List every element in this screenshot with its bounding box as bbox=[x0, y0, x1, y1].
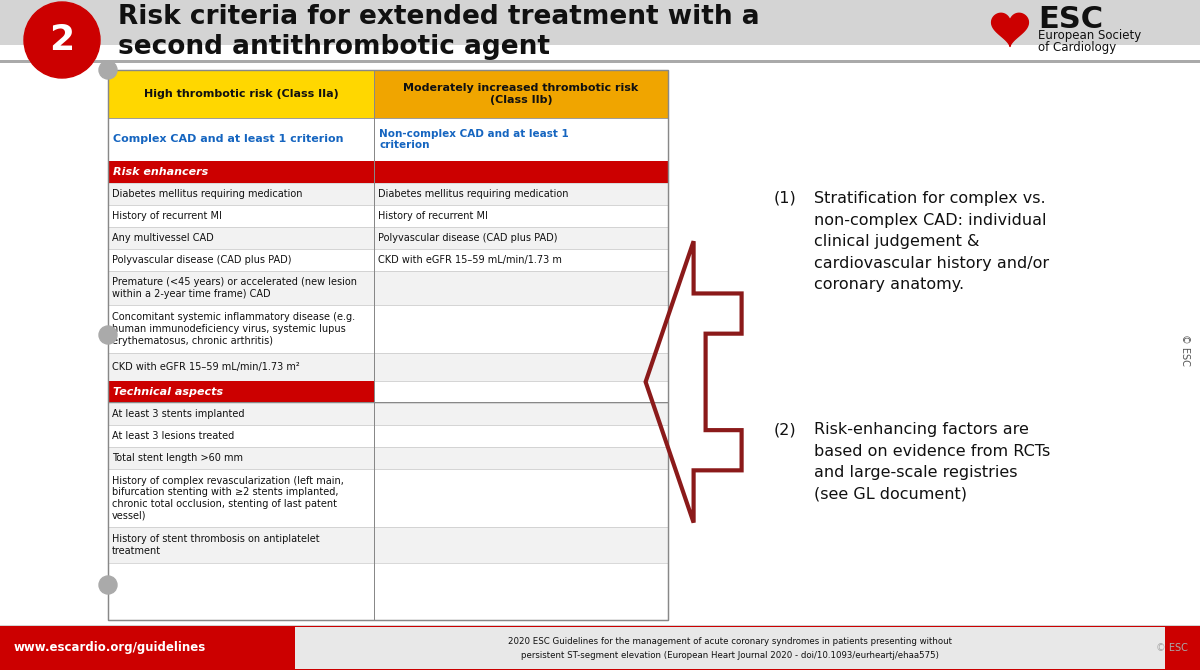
Text: Total stent length >60 mm: Total stent length >60 mm bbox=[112, 453, 242, 463]
Text: 2: 2 bbox=[49, 23, 74, 57]
Bar bbox=[0, 60, 1200, 63]
Polygon shape bbox=[991, 13, 1028, 46]
Bar bbox=[108, 403, 668, 425]
Text: second antithrombotic agent: second antithrombotic agent bbox=[118, 34, 550, 60]
Circle shape bbox=[98, 576, 118, 594]
Text: Risk-enhancing factors are
based on evidence from RCTs
and large-scale registrie: Risk-enhancing factors are based on evid… bbox=[814, 422, 1050, 502]
Bar bbox=[108, 425, 668, 447]
Text: Diabetes mellitus requiring medication: Diabetes mellitus requiring medication bbox=[112, 189, 302, 199]
Bar bbox=[108, 527, 668, 563]
Bar bbox=[295, 627, 1165, 669]
Bar bbox=[0, 626, 1200, 670]
Text: At least 3 lesions treated: At least 3 lesions treated bbox=[112, 431, 234, 441]
Text: persistent ST-segment elevation (European Heart Journal 2020 - doi/10.1093/eurhe: persistent ST-segment elevation (Europea… bbox=[521, 651, 938, 661]
Text: History of complex revascularization (left main,
bifurcation stenting with ≥2 st: History of complex revascularization (le… bbox=[112, 476, 344, 521]
Bar bbox=[108, 402, 668, 403]
Bar bbox=[374, 381, 668, 403]
Text: Concomitant systemic inflammatory disease (e.g.
human immunodeficiency virus, sy: Concomitant systemic inflammatory diseas… bbox=[112, 312, 355, 346]
Text: Stratification for complex vs.
non-complex CAD: individual
clinical judgement &
: Stratification for complex vs. non-compl… bbox=[814, 191, 1049, 292]
Bar bbox=[108, 70, 668, 620]
Bar bbox=[108, 249, 668, 271]
Text: European Society: European Society bbox=[1038, 29, 1141, 42]
Text: Non-complex CAD and at least 1
criterion: Non-complex CAD and at least 1 criterion bbox=[379, 129, 569, 150]
Text: High thrombotic risk (Class IIa): High thrombotic risk (Class IIa) bbox=[144, 89, 338, 99]
Bar bbox=[108, 70, 668, 620]
Bar bbox=[0, 45, 1200, 625]
Bar bbox=[108, 70, 374, 118]
Text: of Cardiology: of Cardiology bbox=[1038, 42, 1116, 54]
Text: Polyvascular disease (CAD plus PAD): Polyvascular disease (CAD plus PAD) bbox=[112, 255, 292, 265]
Circle shape bbox=[24, 2, 100, 78]
Text: 2020 ESC Guidelines for the management of acute coronary syndromes in patients p: 2020 ESC Guidelines for the management o… bbox=[508, 637, 952, 647]
Bar bbox=[108, 305, 668, 353]
Text: Risk criteria for extended treatment with a: Risk criteria for extended treatment wit… bbox=[118, 4, 760, 30]
Bar bbox=[108, 271, 668, 305]
Text: CKD with eGFR 15–59 mL/min/1.73 m²: CKD with eGFR 15–59 mL/min/1.73 m² bbox=[112, 362, 300, 372]
Bar bbox=[108, 161, 668, 183]
Text: Diabetes mellitus requiring medication: Diabetes mellitus requiring medication bbox=[378, 189, 569, 199]
Circle shape bbox=[98, 61, 118, 79]
Text: Premature (<45 years) or accelerated (new lesion
within a 2-year time frame) CAD: Premature (<45 years) or accelerated (ne… bbox=[112, 277, 358, 299]
Circle shape bbox=[98, 326, 118, 344]
Text: Any multivessel CAD: Any multivessel CAD bbox=[112, 233, 214, 243]
Text: Risk enhancers: Risk enhancers bbox=[113, 167, 209, 177]
Text: Moderately increased thrombotic risk
(Class IIb): Moderately increased thrombotic risk (Cl… bbox=[403, 83, 638, 105]
Bar bbox=[374, 70, 668, 118]
Text: Polyvascular disease (CAD plus PAD): Polyvascular disease (CAD plus PAD) bbox=[378, 233, 558, 243]
Text: (2): (2) bbox=[774, 422, 797, 437]
Text: (1): (1) bbox=[774, 191, 797, 206]
Bar bbox=[108, 353, 668, 381]
Text: © ESC: © ESC bbox=[1156, 643, 1188, 653]
Text: Technical aspects: Technical aspects bbox=[113, 387, 223, 397]
Text: At least 3 stents implanted: At least 3 stents implanted bbox=[112, 409, 245, 419]
Text: Complex CAD and at least 1 criterion: Complex CAD and at least 1 criterion bbox=[113, 135, 343, 145]
Text: History of recurrent MI: History of recurrent MI bbox=[112, 211, 222, 221]
Bar bbox=[108, 227, 668, 249]
Text: CKD with eGFR 15–59 mL/min/1.73 m: CKD with eGFR 15–59 mL/min/1.73 m bbox=[378, 255, 562, 265]
Text: © ESC: © ESC bbox=[1180, 334, 1190, 366]
Text: History of stent thrombosis on antiplatelet
treatment: History of stent thrombosis on antiplate… bbox=[112, 534, 319, 556]
Bar bbox=[108, 469, 668, 527]
Text: ESC: ESC bbox=[1038, 5, 1103, 34]
Bar bbox=[108, 118, 668, 161]
Bar bbox=[108, 205, 668, 227]
Bar bbox=[108, 183, 668, 205]
Bar bbox=[108, 447, 668, 469]
Text: www.escardio.org/guidelines: www.escardio.org/guidelines bbox=[14, 641, 206, 655]
Text: History of recurrent MI: History of recurrent MI bbox=[378, 211, 488, 221]
Bar bbox=[108, 381, 374, 403]
